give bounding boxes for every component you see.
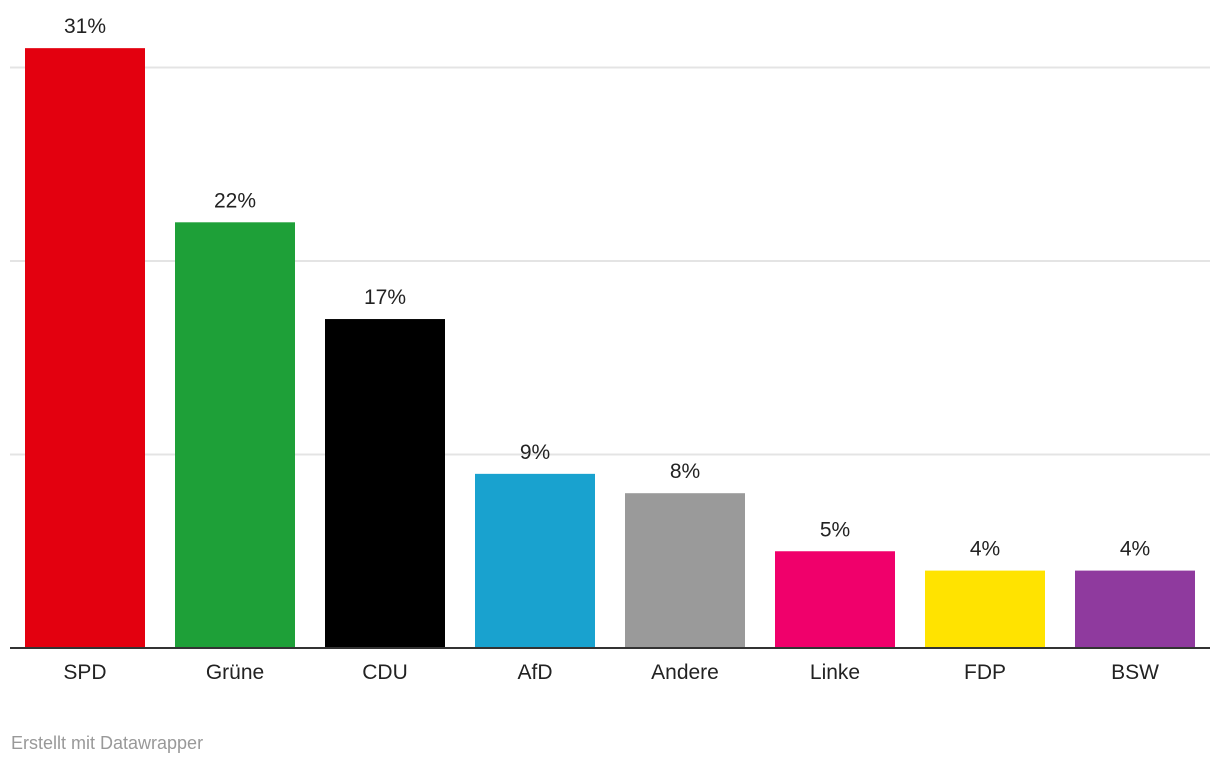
bar-andere [625,493,745,648]
data-label: 31% [64,15,106,38]
bar-linke [775,551,895,648]
data-label: 22% [214,189,256,212]
data-label: 8% [670,460,700,483]
x-tick-label: Andere [651,661,719,684]
x-tick-label: Linke [810,661,860,684]
x-tick-label: BSW [1111,661,1159,684]
bar-cdu [325,319,445,648]
x-tick-label: CDU [362,661,408,684]
bar-chart: 31% SPD 22% Grüne 17% CDU 9% AfD 8% Andere 5% Linke… [10,15,1210,684]
bar-spd [25,48,145,648]
data-label: 4% [970,538,1000,561]
data-label: 9% [520,441,550,464]
bar-afd [475,473,595,648]
data-label: 17% [364,286,406,309]
data-label: 5% [820,518,850,541]
footer-credit: Erstellt mit Datawrapper [11,733,204,753]
x-tick-label: AfD [517,661,552,684]
x-tick-label: SPD [63,661,106,684]
bar-grüne [175,222,295,649]
x-tick-label: Grüne [206,661,264,684]
x-tick-label: FDP [964,661,1006,684]
data-label: 4% [1120,538,1150,561]
bar-fdp [925,570,1045,648]
bar-bsw [1075,570,1195,648]
